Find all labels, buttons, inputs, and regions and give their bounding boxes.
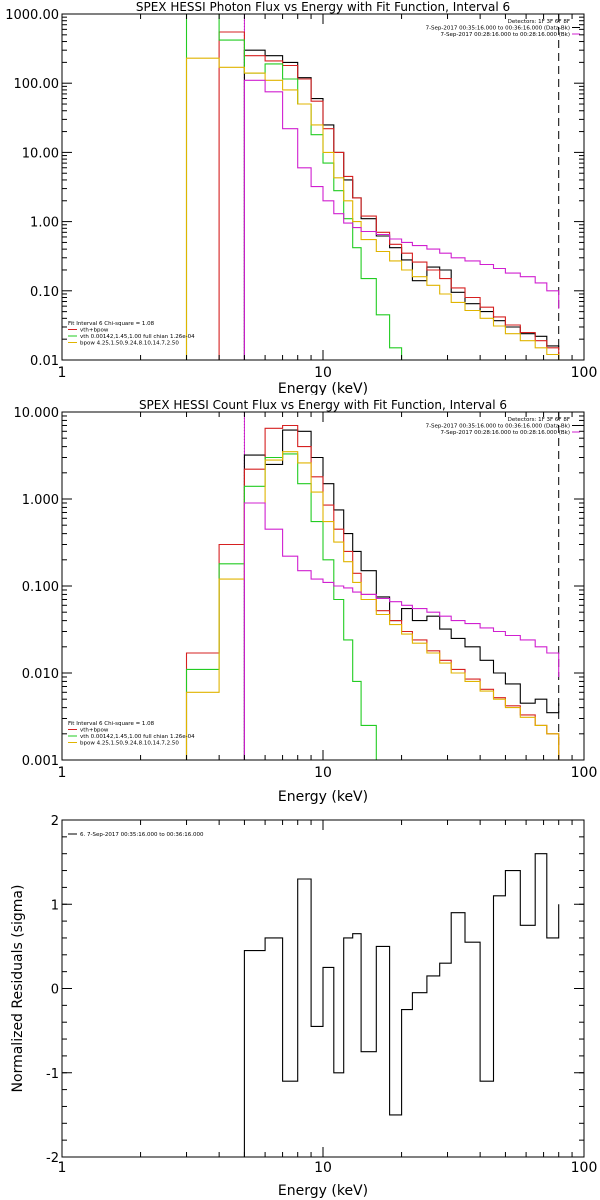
x-axis-label: Energy (keV) [278, 381, 368, 395]
legend-entry: vth 0.00142,1.45,1.00 full chian 1.26e-0… [80, 734, 195, 740]
y-tick-label: -2 [46, 1151, 59, 1166]
x-axis-label: Energy (keV) [278, 789, 368, 805]
series-line-1 [185, 424, 560, 760]
header-line: 7-Sep-2017 00:35:16.000 to 00:36:16.000 … [426, 424, 570, 430]
series-line-3 [185, 57, 560, 360]
legend-entry: Fit Interval 6 Chi-square = 1.08 [68, 321, 155, 327]
x-tick-label: 100 [571, 765, 598, 781]
x-tick-label: 1 [58, 1160, 67, 1176]
y-tick-label: 100.00 [14, 77, 60, 92]
y-tick-label: 1.000 [22, 493, 59, 508]
series-line-1 [218, 31, 560, 360]
legend-entry: vth 0.00142,1.45,1.00 full chian 1.26e-0… [80, 334, 195, 340]
chart-title: SPEX HESSI Count Flux vs Energy with Fit… [139, 398, 507, 412]
y-tick-label: 1000.00 [5, 8, 59, 23]
x-tick-label: 10 [314, 365, 332, 381]
legend-entry: bpow 4.25,1.50,9.24,8.10,14.7,2.50 [80, 341, 179, 347]
x-tick-label: 1 [58, 765, 67, 781]
legend-entry: bpow 4.25,1.50,9.24,8.10,14.7,2.50 [80, 741, 179, 747]
y-tick-label: 10.000 [14, 406, 60, 421]
series-line-4 [243, 79, 560, 360]
y-tick-label: -1 [46, 1067, 59, 1082]
count-flux-chart: SPEX HESSI Count Flux vs Energy with Fit… [14, 398, 598, 805]
y-tick-label: 10.00 [22, 146, 59, 161]
series-line-0 [243, 49, 560, 360]
x-tick-label: 10 [314, 1160, 332, 1176]
plot-area [185, 14, 560, 360]
y-tick-label: 1 [51, 898, 59, 913]
y-tick-label: 0 [51, 983, 59, 998]
x-axis-label: Energy (keV) [278, 1183, 368, 1199]
photon-flux-chart: SPEX HESSI Photon Flux vs Energy with Fi… [5, 0, 598, 395]
header-line: Detectors: 1F 3F 6F 8F [508, 417, 570, 423]
series-line-0 [243, 853, 560, 1157]
x-tick-label: 10 [314, 765, 332, 781]
legend-entry: vth+bpow [80, 328, 109, 334]
residuals-chart: 1 10 100 Energy (keV) -2 -1 0 1 2 Normalized Resi… [10, 814, 598, 1199]
x-tick-label: 100 [571, 365, 598, 381]
legend-entry: Fit Interval 6 Chi-square = 1.08 [68, 721, 155, 727]
x-tick-label: 1 [58, 365, 67, 381]
header-line: 7-Sep-2017 00:35:16.000 to 00:36:16.000 … [426, 26, 570, 32]
y-tick-label: 0.10 [30, 285, 59, 300]
y-tick-label: 1.00 [30, 216, 59, 231]
x-tick-label: 100 [571, 1160, 598, 1176]
series-line-4 [243, 502, 560, 760]
header-line: 7-Sep-2017 00:28:16.000 to 00:28:16.000 … [441, 32, 571, 38]
legend-entry: vth+bpow [80, 728, 109, 734]
y-tick-label: 0.01 [30, 354, 59, 369]
legend-entry: 6. 7-Sep-2017 00:35:16.000 to 00:36:16.0… [80, 832, 204, 838]
y-tick-label: 0.010 [22, 667, 59, 682]
y-axis-label: Normalized Residuals (sigma) [10, 885, 26, 1093]
chart-title: SPEX HESSI Photon Flux vs Energy with Fi… [136, 0, 510, 14]
header-line: 7-Sep-2017 00:28:16.000 to 00:28:16.000 … [441, 430, 571, 436]
series-line-0 [243, 429, 560, 760]
y-tick-label: 2 [51, 814, 59, 829]
plot-area [185, 412, 560, 760]
plot-area [243, 853, 560, 1157]
header-line: Detectors: 1F 3F 6F 8F [508, 19, 570, 25]
series-line-3 [185, 451, 560, 760]
series-line-2 [185, 453, 390, 760]
y-tick-label: 0.100 [22, 580, 59, 595]
y-tick-label: 0.001 [22, 754, 59, 769]
